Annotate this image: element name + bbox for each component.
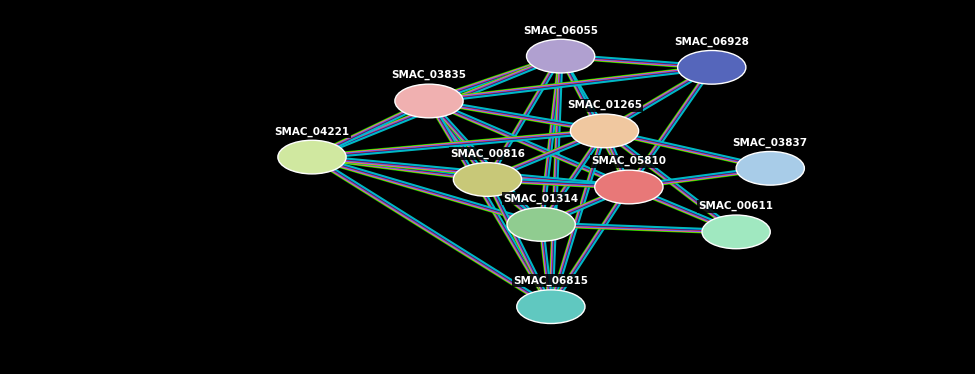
Ellipse shape [736,151,804,185]
Ellipse shape [595,170,663,204]
Ellipse shape [678,50,746,84]
Ellipse shape [395,84,463,118]
Text: SMAC_01314: SMAC_01314 [503,194,579,204]
Text: SMAC_04221: SMAC_04221 [274,126,350,137]
Ellipse shape [702,215,770,249]
Ellipse shape [507,208,575,241]
Text: SMAC_03835: SMAC_03835 [392,70,466,80]
Text: SMAC_06928: SMAC_06928 [675,37,749,47]
Text: SMAC_06055: SMAC_06055 [524,25,598,36]
Ellipse shape [570,114,639,148]
Text: SMAC_03837: SMAC_03837 [732,138,808,148]
Text: SMAC_00611: SMAC_00611 [699,201,773,211]
Text: SMAC_01265: SMAC_01265 [567,100,642,110]
Ellipse shape [526,39,595,73]
Text: SMAC_05810: SMAC_05810 [592,156,666,166]
Ellipse shape [517,290,585,324]
Text: SMAC_06815: SMAC_06815 [514,276,588,286]
Ellipse shape [453,163,522,196]
Ellipse shape [278,140,346,174]
Text: SMAC_00816: SMAC_00816 [450,149,525,159]
